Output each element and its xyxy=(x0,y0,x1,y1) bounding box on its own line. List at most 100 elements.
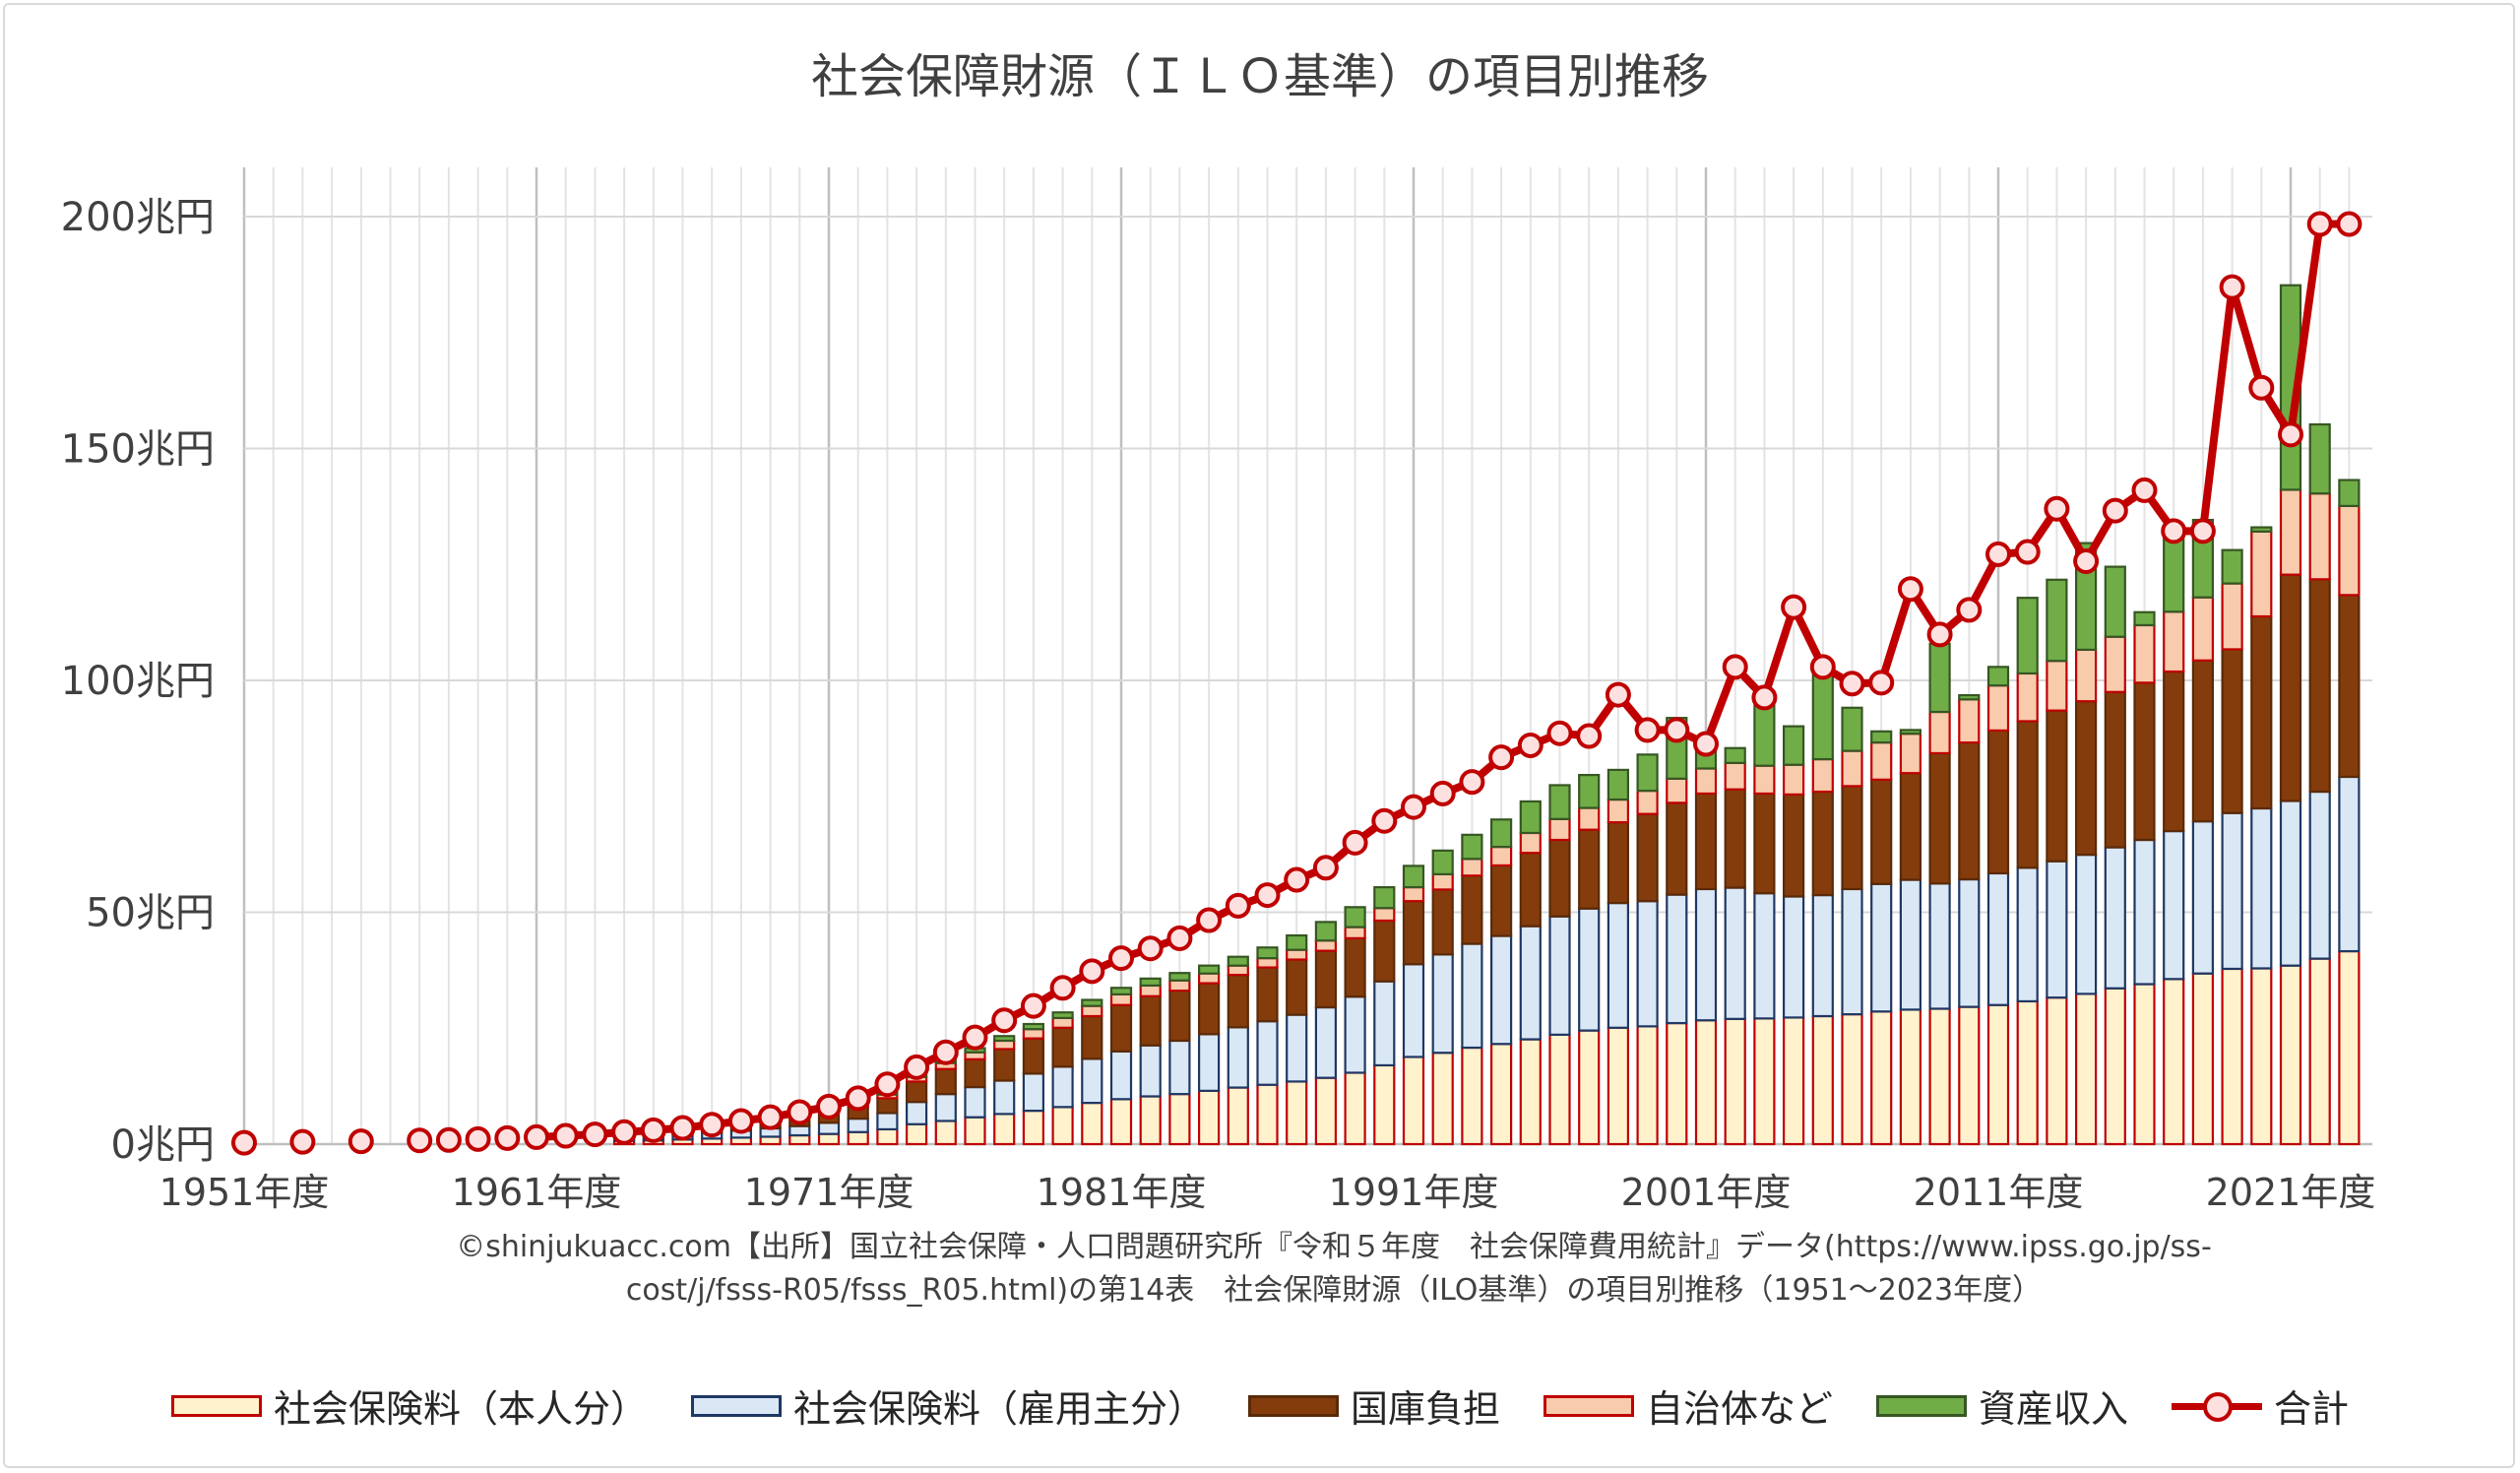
bar-segment-kokko xyxy=(1578,828,1601,910)
bar-segment-honnin xyxy=(759,1135,782,1146)
bar-segment-koyou xyxy=(1782,895,1805,1019)
bar-segment-koyou xyxy=(1109,1050,1133,1101)
total-marker xyxy=(1956,597,1983,623)
bar-segment-koyou xyxy=(2016,866,2039,1003)
bar-segment-kokko xyxy=(2163,670,2185,833)
bar-segment-shisan xyxy=(1373,885,1396,910)
bar-segment-koyou xyxy=(1986,871,2010,1006)
bar-segment-koyou xyxy=(2163,829,2185,981)
total-marker xyxy=(1926,621,1953,648)
total-marker xyxy=(1809,654,1836,680)
bar-segment-kokko xyxy=(1314,949,1338,1009)
bar-segment-honnin xyxy=(1724,1017,1746,1146)
bar-segment-koyou xyxy=(1666,893,1688,1025)
total-marker xyxy=(1166,925,1193,951)
bar-segment-kokko xyxy=(2016,720,2039,869)
bar-segment-jichitai xyxy=(1519,831,1542,855)
bar-segment-jichitai xyxy=(2221,582,2243,651)
bar-segment-koyou xyxy=(964,1085,986,1119)
bar-segment-honnin xyxy=(1606,1026,1630,1146)
bar-segment-jichitai xyxy=(1373,907,1396,923)
bar-segment-kokko xyxy=(1753,792,1776,895)
bar-segment-kokko xyxy=(1519,852,1542,928)
bar-segment-kokko xyxy=(1109,1003,1133,1053)
bar-segment-kokko xyxy=(2133,681,2156,842)
bar-segment-jichitai xyxy=(1109,993,1133,1006)
bar-segment-shisan xyxy=(993,1035,1016,1043)
bar-segment-honnin xyxy=(2250,967,2273,1146)
bar-segment-shisan xyxy=(1139,977,1162,988)
bar-segment-koyou xyxy=(1548,915,1571,1036)
x-tick-label: 2021年度 xyxy=(2206,1171,2376,1214)
bar-segment-jichitai xyxy=(1286,948,1308,961)
total-marker xyxy=(962,1024,988,1051)
total-marker xyxy=(816,1093,842,1120)
total-marker xyxy=(2189,518,2216,544)
legend-entry-honnin: 社会保険料（本人分） xyxy=(170,1378,648,1433)
bar-segment-shisan xyxy=(1841,706,1863,752)
bar-segment-kokko xyxy=(2279,573,2302,802)
bar-segment-honnin xyxy=(2104,987,2126,1146)
total-marker xyxy=(1897,576,1923,603)
bar-segment-honnin xyxy=(1753,1017,1776,1146)
total-marker xyxy=(1254,882,1281,909)
bar-segment-honnin xyxy=(1402,1056,1425,1146)
bar-segment-jichitai xyxy=(2075,648,2098,703)
x-tick-label: 1991年度 xyxy=(1329,1171,1499,1214)
bar-segment-kokko xyxy=(1197,982,1221,1036)
bar-segment-jichitai xyxy=(1548,817,1571,842)
bar-segment-kokko xyxy=(905,1080,928,1104)
bar-segment-kokko xyxy=(1958,741,1981,881)
bar-segment-shisan xyxy=(1578,773,1601,809)
legend-entry-shisan: 資産収入 xyxy=(1876,1378,2128,1433)
total-marker xyxy=(1020,993,1046,1019)
total-marker xyxy=(2336,211,2362,237)
source-note-line2: cost/j/fsss-R05/fsss_R05.html)の第14表 社会保障… xyxy=(625,1273,2043,1308)
legend-swatch-jichitai xyxy=(1544,1394,1634,1417)
bar-segment-honnin xyxy=(1548,1033,1571,1146)
bar-segment-kokko xyxy=(1606,821,1630,905)
bar-segment-honnin xyxy=(1256,1083,1279,1146)
bar-segment-jichitai xyxy=(2279,488,2302,576)
total-marker xyxy=(2131,477,2158,503)
legend: 社会保険料（本人分） 社会保険料（雇用主分） 国庫負担 自治体など 資産収入 合… xyxy=(0,1378,2520,1433)
bar-segment-kokko xyxy=(1373,919,1396,983)
bar-segment-koyou xyxy=(1344,995,1366,1074)
total-marker xyxy=(845,1085,871,1112)
bar-segment-shisan xyxy=(2221,548,2243,585)
bar-segment-honnin xyxy=(2075,993,2098,1146)
bar-segment-jichitai xyxy=(1139,984,1162,997)
legend-swatch-total xyxy=(2172,1389,2263,1423)
total-marker xyxy=(494,1124,521,1151)
bar-segment-jichitai xyxy=(1197,972,1221,985)
bar-segment-kokko xyxy=(1344,936,1366,998)
bar-segment-koyou xyxy=(1081,1057,1103,1105)
bar-segment-honnin xyxy=(2046,996,2068,1146)
legend-swatch-koyou xyxy=(690,1394,782,1417)
x-tick-label: 1971年度 xyxy=(744,1171,914,1214)
legend-label-honnin: 社会保険料（本人分） xyxy=(273,1387,648,1431)
bar-segment-jichitai xyxy=(1344,926,1366,939)
bar-segment-kokko xyxy=(2221,648,2243,814)
total-marker xyxy=(2073,547,2100,574)
bar-segment-koyou xyxy=(1168,1039,1191,1096)
total-marker xyxy=(1664,717,1690,743)
bar-segment-koyou xyxy=(2308,790,2331,960)
bar-segment-jichitai xyxy=(1782,763,1805,796)
bar-segment-koyou xyxy=(1606,901,1630,1029)
total-marker xyxy=(231,1129,257,1156)
bar-segment-jichitai xyxy=(1753,764,1776,796)
bar-segment-shisan xyxy=(1548,784,1571,820)
bar-segment-shisan xyxy=(1928,642,1951,714)
bar-segment-koyou xyxy=(1402,963,1425,1058)
total-marker xyxy=(669,1115,696,1141)
bar-segment-jichitai xyxy=(1168,979,1191,993)
bar-segment-jichitai xyxy=(1928,710,1951,755)
bar-segment-honnin xyxy=(2221,967,2243,1146)
bar-segment-koyou xyxy=(1227,1026,1249,1089)
bar-segment-koyou xyxy=(2046,860,2068,999)
bar-segment-koyou xyxy=(2075,853,2098,995)
bar-segment-shisan xyxy=(1461,833,1483,861)
bar-segment-jichitai xyxy=(1694,767,1718,796)
total-marker xyxy=(2102,497,2128,524)
